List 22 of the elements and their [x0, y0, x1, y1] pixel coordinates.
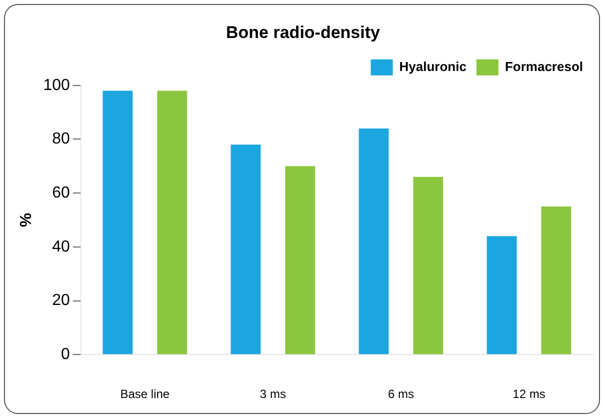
y-tick-label: 40	[52, 238, 70, 256]
legend-label: Formacresol	[504, 58, 584, 74]
y-tick-label: 80	[52, 130, 70, 148]
x-tick-label: 6 ms	[388, 387, 414, 402]
bar	[230, 144, 261, 354]
y-tick-label: 20	[52, 292, 70, 310]
bar	[358, 128, 389, 354]
y-tick-label: 0	[60, 346, 70, 364]
bar	[541, 206, 572, 354]
y-axis-title: %	[18, 212, 36, 228]
x-tick-label: 3 ms	[260, 387, 286, 402]
chart-title: Bone radio-density	[226, 22, 381, 42]
bar	[102, 90, 133, 354]
x-tick-label: 12 ms	[512, 387, 546, 402]
bar	[285, 166, 316, 354]
bar	[413, 176, 444, 354]
bar	[486, 236, 517, 354]
bar	[157, 90, 188, 354]
x-tick-label: Base line	[120, 387, 170, 402]
legend-label: Hyaluronic	[399, 58, 466, 74]
y-tick-label: 60	[52, 184, 70, 202]
y-tick-label: 100	[43, 76, 70, 94]
